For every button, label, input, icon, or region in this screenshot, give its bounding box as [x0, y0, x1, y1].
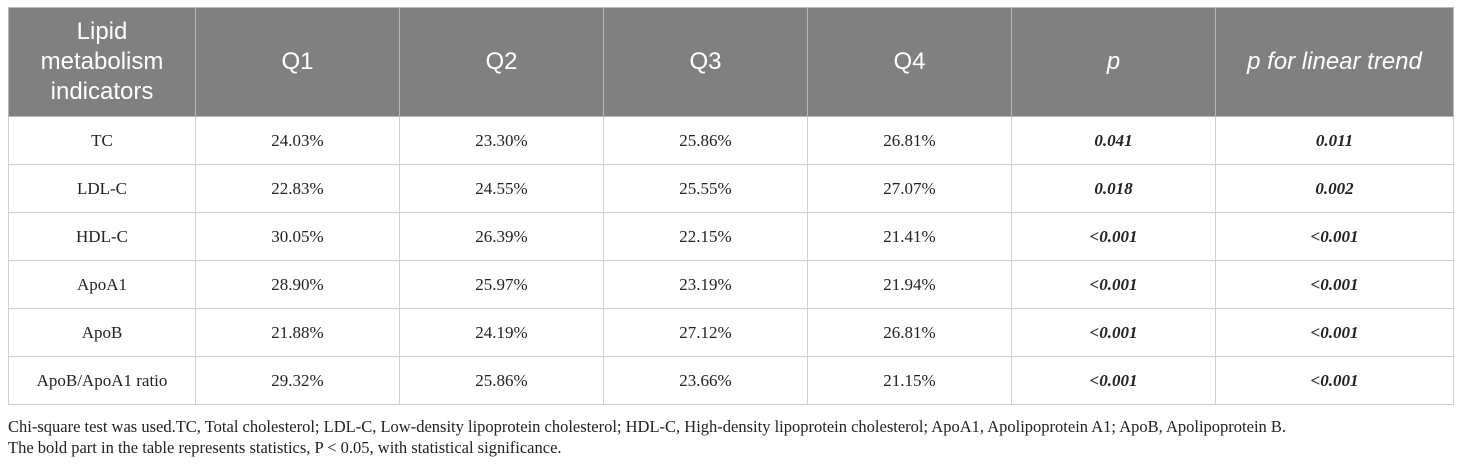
cell-p: 0.018: [1011, 164, 1216, 213]
cell-p: <0.001: [1011, 356, 1216, 405]
row-label: TC: [8, 116, 196, 165]
cell-p-trend: <0.001: [1215, 260, 1454, 309]
cell-q3: 27.12%: [603, 308, 808, 357]
cell-q3: 23.66%: [603, 356, 808, 405]
cell-q4: 21.94%: [807, 260, 1012, 309]
header-p-linear-trend: p for linear trend: [1215, 7, 1454, 117]
table-footnote: Chi-square test was used.TC, Total chole…: [8, 416, 1458, 458]
header-indicators: Lipid metabolism indicators: [8, 7, 196, 117]
cell-q1: 21.88%: [195, 308, 400, 357]
header-p: p: [1011, 7, 1216, 117]
row-label: LDL-C: [8, 164, 196, 213]
table-row: ApoB/ApoA1 ratio 29.32% 25.86% 23.66% 21…: [8, 356, 1454, 405]
row-label: ApoB: [8, 308, 196, 357]
footnote-significance: The bold part in the table represents st…: [8, 438, 562, 457]
header-q4: Q4: [807, 7, 1012, 117]
table-row: HDL-C 30.05% 26.39% 22.15% 21.41% <0.001…: [8, 212, 1454, 261]
cell-q1: 30.05%: [195, 212, 400, 261]
cell-q2: 24.19%: [399, 308, 604, 357]
row-label: ApoB/ApoA1 ratio: [8, 356, 196, 405]
cell-p: 0.041: [1011, 116, 1216, 165]
cell-p-trend: <0.001: [1215, 212, 1454, 261]
cell-q3: 23.19%: [603, 260, 808, 309]
cell-p: <0.001: [1011, 212, 1216, 261]
header-q3: Q3: [603, 7, 808, 117]
cell-q1: 28.90%: [195, 260, 400, 309]
cell-q2: 25.97%: [399, 260, 604, 309]
cell-q4: 26.81%: [807, 308, 1012, 357]
cell-q3: 25.55%: [603, 164, 808, 213]
cell-p: <0.001: [1011, 260, 1216, 309]
cell-p-trend: 0.002: [1215, 164, 1454, 213]
cell-q2: 24.55%: [399, 164, 604, 213]
table-body: TC 24.03% 23.30% 25.86% 26.81% 0.041 0.0…: [8, 116, 1454, 405]
data-table-container: Lipid metabolism indicators Q1 Q2 Q3 Q4 …: [8, 7, 1454, 405]
row-label: ApoA1: [8, 260, 196, 309]
cell-p-trend: <0.001: [1215, 356, 1454, 405]
footnote-abbreviations: Chi-square test was used.TC, Total chole…: [8, 417, 1287, 436]
cell-q4: 27.07%: [807, 164, 1012, 213]
cell-p-trend: <0.001: [1215, 308, 1454, 357]
table-header: Lipid metabolism indicators Q1 Q2 Q3 Q4 …: [8, 7, 1454, 117]
table-row: ApoA1 28.90% 25.97% 23.19% 21.94% <0.001…: [8, 260, 1454, 309]
header-q1: Q1: [195, 7, 400, 117]
cell-q2: 23.30%: [399, 116, 604, 165]
cell-q2: 26.39%: [399, 212, 604, 261]
row-label: HDL-C: [8, 212, 196, 261]
table-row: ApoB 21.88% 24.19% 27.12% 26.81% <0.001 …: [8, 308, 1454, 357]
cell-q4: 26.81%: [807, 116, 1012, 165]
cell-p: <0.001: [1011, 308, 1216, 357]
header-q2: Q2: [399, 7, 604, 117]
table-row: TC 24.03% 23.30% 25.86% 26.81% 0.041 0.0…: [8, 116, 1454, 165]
cell-q2: 25.86%: [399, 356, 604, 405]
cell-q1: 22.83%: [195, 164, 400, 213]
cell-q3: 22.15%: [603, 212, 808, 261]
cell-q4: 21.41%: [807, 212, 1012, 261]
cell-q1: 24.03%: [195, 116, 400, 165]
header-row: Lipid metabolism indicators Q1 Q2 Q3 Q4 …: [8, 7, 1454, 117]
table-row: LDL-C 22.83% 24.55% 25.55% 27.07% 0.018 …: [8, 164, 1454, 213]
lipid-metabolism-table: Lipid metabolism indicators Q1 Q2 Q3 Q4 …: [8, 7, 1454, 405]
cell-q3: 25.86%: [603, 116, 808, 165]
cell-p-trend: 0.011: [1215, 116, 1454, 165]
cell-q1: 29.32%: [195, 356, 400, 405]
cell-q4: 21.15%: [807, 356, 1012, 405]
